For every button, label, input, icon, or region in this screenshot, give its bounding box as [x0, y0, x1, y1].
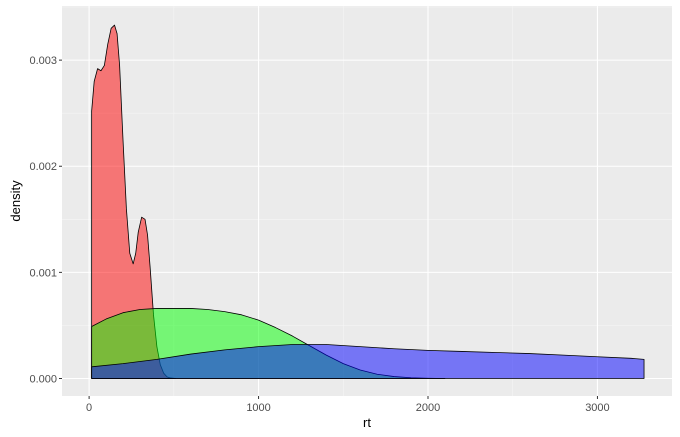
minor-gridlines	[62, 6, 672, 396]
x-tick-label: 2000	[416, 402, 440, 414]
y-axis-ticks: 0.000 0.001 0.002 0.003	[29, 55, 62, 385]
x-tick-label: 1000	[246, 402, 270, 414]
y-axis-title: density	[8, 180, 23, 222]
y-tick-label: 0.002	[29, 161, 57, 173]
x-axis-ticks: 0 1000 2000 3000	[86, 396, 610, 414]
x-axis-title: rt	[363, 415, 371, 430]
y-tick-label: 0.003	[29, 55, 57, 67]
x-tick-label: 3000	[585, 402, 609, 414]
y-tick-label: 0.000	[29, 373, 57, 385]
density-areas	[91, 24, 645, 379]
y-tick-label: 0.001	[29, 267, 57, 279]
density-area-3	[91, 344, 645, 379]
x-tick-label: 0	[86, 402, 92, 414]
